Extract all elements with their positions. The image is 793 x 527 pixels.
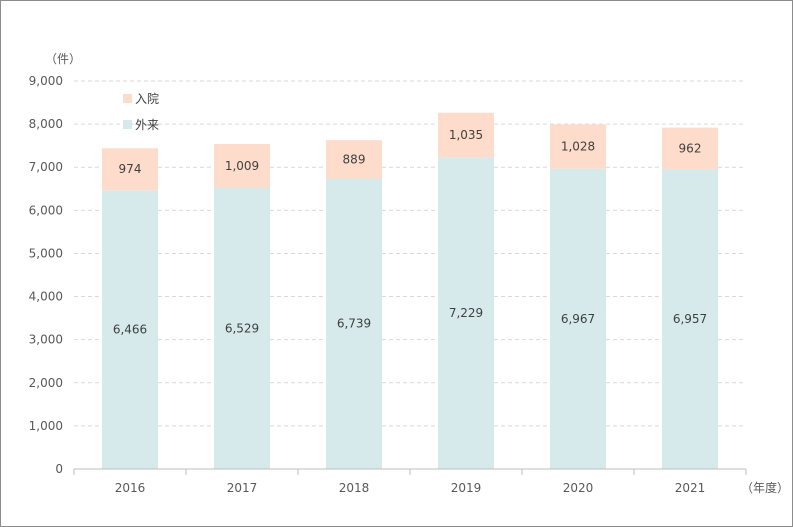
legend-swatch [123, 94, 132, 103]
x-tick-label: 2019 [451, 481, 482, 495]
data-label: 6,739 [337, 317, 371, 331]
data-label: 889 [343, 152, 366, 166]
data-label: 6,529 [225, 321, 259, 335]
x-tick-label: 2017 [227, 481, 258, 495]
y-unit-label: （件） [45, 52, 81, 66]
y-tick-label: 1,000 [29, 419, 63, 433]
data-label: 6,957 [673, 312, 707, 326]
bar-segment [438, 157, 494, 469]
y-tick-label: 5,000 [29, 246, 63, 260]
x-tick-label: 2016 [115, 481, 146, 495]
data-label: 974 [119, 162, 142, 176]
y-tick-label: 0 [55, 462, 63, 476]
data-label: 962 [679, 141, 702, 155]
bar-segment [662, 169, 718, 470]
bars: 6,466 974 6,529 1,009 6,739 889 7,229 1,035 6,96… [102, 112, 718, 470]
bar-segment [214, 144, 270, 188]
bar-segment [214, 187, 270, 469]
y-tick-label: 4,000 [29, 290, 63, 304]
y-tick-label: 2,000 [29, 376, 63, 390]
bar-segment [438, 112, 494, 158]
x-tick-label: 2021 [675, 481, 706, 495]
bar-segment [102, 190, 158, 469]
data-label: 1,028 [561, 139, 595, 153]
y-axis: 0 1,000 2,000 3,000 4,000 5,000 6,000 7,000 8,00… [29, 74, 63, 476]
y-tick-label: 8,000 [29, 117, 63, 131]
y-tick-label: 7,000 [29, 160, 63, 174]
x-tick-label: 2018 [339, 481, 370, 495]
y-tick-label: 9,000 [29, 74, 63, 88]
data-label: 1,009 [225, 159, 259, 173]
bar-segment [662, 127, 718, 170]
data-label: 6,967 [561, 312, 595, 326]
y-tick-label: 6,000 [29, 203, 63, 217]
data-label: 7,229 [449, 306, 483, 320]
data-label: 1,035 [449, 128, 483, 142]
bar-segment [326, 140, 382, 179]
bar-segment [326, 178, 382, 469]
bar-segment [102, 148, 158, 191]
legend-label: 入院 [135, 92, 159, 106]
data-label: 6,466 [113, 323, 147, 337]
bar-segment [550, 124, 606, 169]
gridlines [74, 80, 746, 427]
bar-segment [550, 168, 606, 469]
y-tick-label: 3,000 [29, 333, 63, 347]
x-tick-label: 2020 [563, 481, 594, 495]
legend-swatch [123, 120, 132, 129]
legend-label: 外来 [135, 118, 159, 132]
x-axis: 2016 2017 2018 2019 2020 2021 [73, 468, 747, 495]
x-unit-label: （年度） [741, 480, 789, 495]
